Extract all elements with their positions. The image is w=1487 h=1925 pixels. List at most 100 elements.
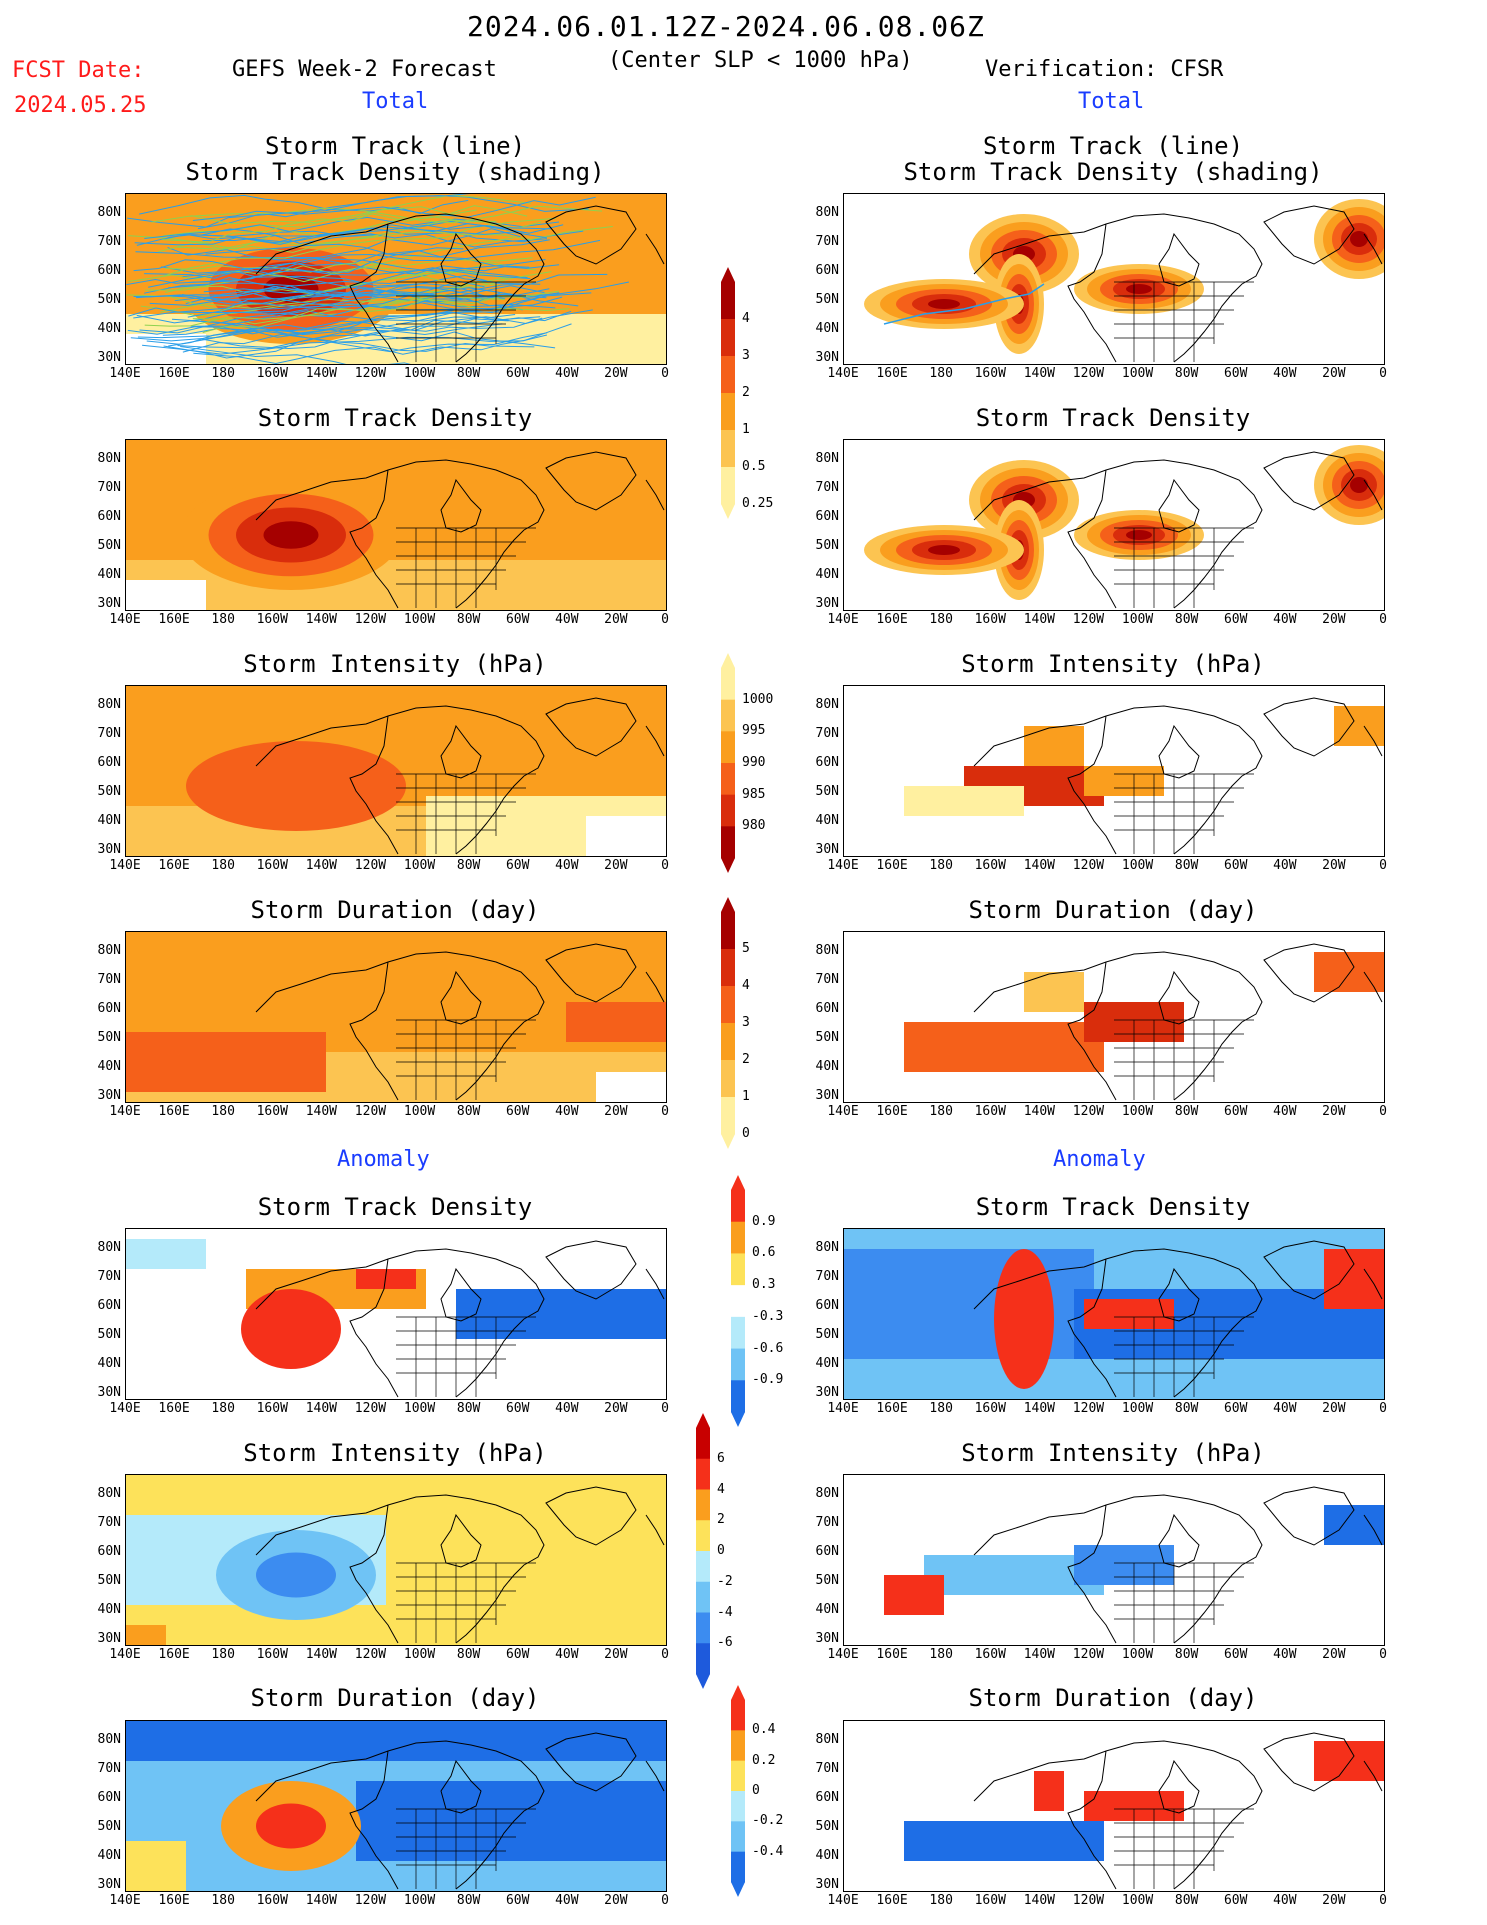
- shading-blob: [1350, 477, 1368, 493]
- lon-tick-label: 60W: [1223, 1104, 1248, 1119]
- colorbar-segment: [731, 1190, 745, 1223]
- lat-tick-label: 30N: [815, 1385, 839, 1400]
- colorbar-label: -2: [717, 1573, 733, 1589]
- lat-tick-label: 40N: [815, 567, 839, 582]
- lon-tick-label: 80W: [1174, 612, 1199, 627]
- coastline: [973, 1240, 1383, 1398]
- map-panel-gefs-5: [125, 1474, 667, 1646]
- lon-tick-label: 60W: [1223, 858, 1248, 873]
- lon-tick-label: 180: [929, 858, 953, 873]
- lat-tick-label: 70N: [815, 1269, 839, 1284]
- lat-tick-label: 80N: [815, 943, 839, 958]
- colorbar-segment: [731, 1821, 745, 1853]
- lon-tick-label: 0: [1379, 1893, 1387, 1908]
- lon-tick-label: 140E: [827, 858, 859, 873]
- lon-tick-label: 180: [929, 1893, 953, 1908]
- shading-cell: [1084, 766, 1164, 796]
- storm-track-line: [127, 209, 477, 250]
- lon-tick-label: 120W: [354, 1104, 387, 1119]
- lon-tick-label: 180: [929, 1647, 953, 1662]
- lon-tick-label: 160E: [158, 366, 190, 381]
- lon-tick-label: 0: [661, 858, 669, 873]
- state-borders: [1114, 281, 1254, 362]
- lat-tick-label: 60N: [815, 1298, 839, 1313]
- lon-tick-label: 140W: [1023, 366, 1056, 381]
- shading-cell: [356, 1269, 416, 1289]
- lat-tick-label: 80N: [815, 205, 839, 220]
- lon-tick-label: 80W: [456, 366, 481, 381]
- lon-tick-label: 160E: [876, 1647, 908, 1662]
- lon-tick-label: 60W: [505, 1893, 530, 1908]
- lat-tick-label: 30N: [815, 842, 839, 857]
- lon-tick-label: 20W: [604, 366, 628, 381]
- lat-tick-label: 50N: [815, 1573, 839, 1588]
- lat-tick-label: 50N: [815, 292, 839, 307]
- lon-tick-label: 100W: [403, 858, 436, 873]
- title-duration-left: Storm Duration (day): [250, 896, 540, 924]
- right-anomaly-label: Anomaly: [1053, 1147, 1146, 1172]
- map-panel-cfsr-1: [843, 439, 1385, 611]
- lon-tick-label: 40W: [555, 1893, 579, 1908]
- storm-track-line: [192, 196, 596, 222]
- coastline: [973, 451, 1383, 609]
- lat-tick-label: 50N: [97, 1030, 121, 1045]
- lat-tick-label: 50N: [815, 538, 839, 553]
- lon-tick-label: 0: [1379, 612, 1387, 627]
- colorbar-intensity_anom: [696, 1413, 710, 1689]
- map-panel-cfsr-4: [843, 1228, 1385, 1400]
- lat-tick-label: 30N: [97, 1088, 121, 1103]
- lat-tick-label: 40N: [97, 321, 121, 336]
- left-model-title: GEFS Week-2 Forecast: [232, 57, 497, 82]
- lon-tick-label: 180: [211, 1104, 235, 1119]
- lat-tick-label: 50N: [815, 1030, 839, 1045]
- storm-track-line: [180, 346, 411, 364]
- lon-tick-label: 80W: [1174, 1401, 1199, 1416]
- shading-cell: [526, 1545, 666, 1585]
- colorbar-segment: [721, 986, 735, 1024]
- lat-tick-label: 70N: [97, 1269, 121, 1284]
- map-panel-gefs-2: [125, 685, 667, 857]
- title-duration-anom-right: Storm Duration (day): [968, 1684, 1258, 1712]
- colorbar-label: -6: [717, 1635, 733, 1651]
- lon-tick-label: 160W: [256, 1893, 288, 1908]
- shading-cell: [126, 1841, 186, 1891]
- lon-tick-label: 80W: [1174, 366, 1199, 381]
- lat-tick-label: 70N: [97, 726, 121, 741]
- lon-tick-label: 100W: [403, 366, 436, 381]
- coastline: [255, 205, 665, 363]
- colorbar-segment: [696, 1612, 710, 1644]
- lat-tick-label: 30N: [815, 350, 839, 365]
- lat-tick-label: 40N: [97, 1602, 121, 1617]
- shading-cell: [126, 580, 206, 610]
- lon-tick-label: 0: [661, 1647, 669, 1662]
- colorbar-density_total: [721, 267, 735, 519]
- lon-tick-label: 60W: [505, 1104, 530, 1119]
- map-panel-cfsr-6: [843, 1720, 1385, 1892]
- lon-tick-label: 0: [1379, 1401, 1387, 1416]
- storm-track-line: [189, 205, 603, 224]
- shading-cell: [566, 1002, 666, 1042]
- lon-tick-label: 120W: [354, 1893, 387, 1908]
- shading-blob: [256, 1803, 326, 1849]
- lon-tick-label: 20W: [604, 1647, 628, 1662]
- lon-tick-label: 180: [211, 858, 235, 873]
- lon-tick-label: 20W: [604, 612, 628, 627]
- lat-tick-label: 50N: [815, 1819, 839, 1834]
- state-borders: [1114, 1562, 1254, 1643]
- colorbar-segment: [721, 393, 735, 431]
- colorbar-label: 985: [742, 786, 766, 802]
- storm-track-line: [144, 293, 505, 327]
- colorbar-segment: [721, 949, 735, 987]
- storm-track-line: [139, 194, 469, 215]
- title-intensity-right: Storm Intensity (hPa): [961, 650, 1265, 678]
- lat-tick-label: 70N: [815, 726, 839, 741]
- map-panel-gefs-1: [125, 439, 667, 611]
- colorbar-duration_anom: [731, 1685, 745, 1897]
- lon-tick-label: 40W: [1273, 858, 1297, 873]
- lat-tick-label: 60N: [815, 263, 839, 278]
- colorbar-label: 6: [717, 1450, 725, 1466]
- lon-tick-label: 180: [929, 1401, 953, 1416]
- lat-tick-label: 40N: [815, 1356, 839, 1371]
- lat-tick-label: 80N: [815, 1240, 839, 1255]
- title-track-shading-left: Storm Track Density (shading): [185, 158, 605, 186]
